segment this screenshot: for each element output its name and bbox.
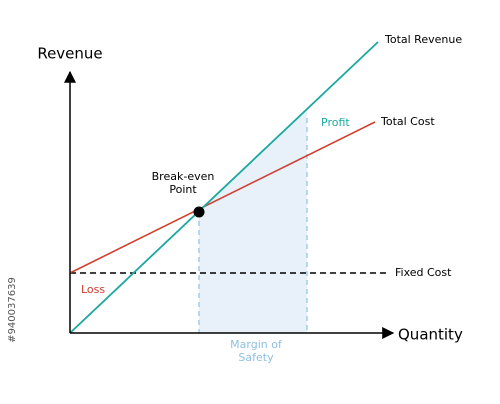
margin-of-safety-label: Safety	[238, 351, 274, 364]
break-even-label: Break-even	[152, 170, 215, 183]
margin-of-safety-label: Margin of	[230, 338, 283, 351]
total-cost-line	[69, 121, 376, 274]
break-even-point	[193, 206, 205, 218]
watermark-id: #940037639	[7, 277, 18, 343]
total-cost-label: Total Cost	[380, 115, 435, 128]
total-revenue-line	[69, 41, 379, 334]
break-even-label: Point	[169, 183, 197, 196]
profit-label: Profit	[321, 116, 350, 129]
total-revenue-label: Total Revenue	[384, 33, 462, 46]
loss-label: Loss	[81, 283, 105, 296]
x-axis-label: Quantity	[398, 326, 463, 344]
margin-of-safety-area	[199, 110, 307, 333]
y-axis-label: Revenue	[37, 45, 102, 63]
fixed-cost-label: Fixed Cost	[395, 266, 452, 279]
